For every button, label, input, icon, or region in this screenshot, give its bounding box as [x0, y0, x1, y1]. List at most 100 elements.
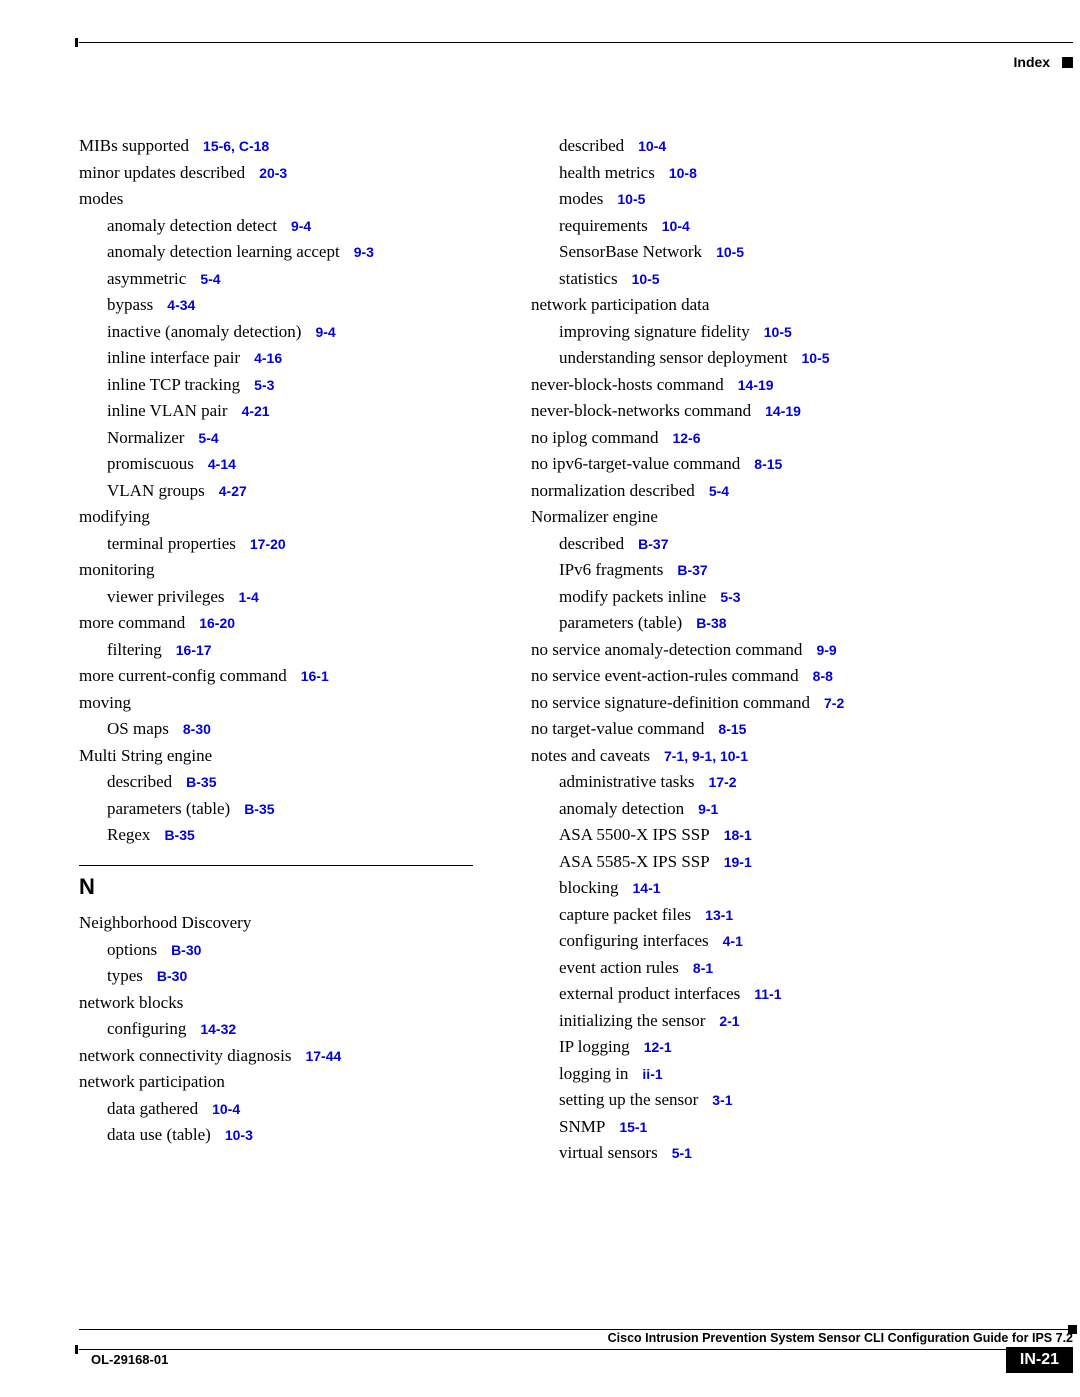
page-ref-link[interactable]: 17-20 [250, 536, 286, 552]
page-ref-link[interactable]: 5-4 [200, 271, 220, 287]
page-ref-link[interactable]: 4-14 [208, 456, 236, 472]
entry-text: described [559, 534, 624, 553]
entry-text: MIBs supported [79, 136, 189, 155]
index-entry: describedB-35 [79, 773, 483, 790]
page-ref-link[interactable]: 10-4 [662, 218, 690, 234]
page-ref-link[interactable]: 5-1 [672, 1145, 692, 1161]
index-entry: no service signature-definition command7… [531, 694, 935, 711]
page-ref-link[interactable]: 11-1 [754, 986, 781, 1002]
page-ref-link[interactable]: 2-1 [719, 1013, 739, 1029]
page-ref-link[interactable]: 17-2 [709, 774, 737, 790]
index-entry: IP logging12-1 [531, 1038, 935, 1055]
page-ref-link[interactable]: 3-1 [712, 1092, 732, 1108]
page-ref-link[interactable]: 4-16 [254, 350, 282, 366]
top-rule [79, 42, 1073, 43]
page-ref-link[interactable]: B-35 [164, 827, 194, 843]
index-entry: event action rules8-1 [531, 959, 935, 976]
entry-text: initializing the sensor [559, 1011, 705, 1030]
index-entry: never-block-hosts command14-19 [531, 376, 935, 393]
page-ref-link[interactable]: 10-4 [638, 138, 666, 154]
page-ref-link[interactable]: 19-1 [724, 854, 752, 870]
page-ref-link[interactable]: B-35 [244, 801, 274, 817]
page-ref-link[interactable]: B-37 [677, 562, 707, 578]
entry-text: inline interface pair [107, 348, 240, 367]
index-entry: inactive (anomaly detection)9-4 [79, 323, 483, 340]
index-entry: ASA 5500-X IPS SSP18-1 [531, 826, 935, 843]
index-entry: requirements10-4 [531, 217, 935, 234]
page-ref-link[interactable]: 14-19 [738, 377, 774, 393]
entry-text: blocking [559, 878, 619, 897]
entry-text: capture packet files [559, 905, 691, 924]
page-ref-link[interactable]: 8-1 [693, 960, 713, 976]
page-ref-link[interactable]: 14-32 [200, 1021, 236, 1037]
page-ref-link[interactable]: 10-5 [617, 191, 645, 207]
page-ref-link[interactable]: 7-2 [824, 695, 844, 711]
page-ref-link[interactable]: 4-21 [242, 403, 270, 419]
index-entry: Multi String engine [79, 747, 483, 764]
page-ref-link[interactable]: 9-9 [816, 642, 836, 658]
page-ref-link[interactable]: 8-15 [754, 456, 782, 472]
entry-text: described [559, 136, 624, 155]
page-ref-link[interactable]: 9-1 [698, 801, 718, 817]
entry-text: modify packets inline [559, 587, 706, 606]
page-ref-link[interactable]: 10-5 [716, 244, 744, 260]
page-ref-link[interactable]: 5-3 [254, 377, 274, 393]
entry-text: types [107, 966, 143, 985]
entry-text: modes [79, 189, 123, 208]
index-entry: optionsB-30 [79, 941, 483, 958]
page-ref-link[interactable]: 16-17 [176, 642, 212, 658]
page-ref-link[interactable]: 10-5 [632, 271, 660, 287]
page-ref-link[interactable]: 1-4 [239, 589, 259, 605]
index-entry: never-block-networks command14-19 [531, 402, 935, 419]
page-ref-link[interactable]: 15-1 [619, 1119, 647, 1135]
page-ref-link[interactable]: 10-4 [212, 1101, 240, 1117]
page-ref-link[interactable]: 5-4 [198, 430, 218, 446]
entry-text: monitoring [79, 560, 155, 579]
footer-doc-id: OL-29168-01 [91, 1352, 168, 1367]
page-ref-link[interactable]: 10-5 [802, 350, 830, 366]
page-ref-link[interactable]: ii-1 [642, 1066, 662, 1082]
footer-rule-2 [79, 1349, 1073, 1350]
index-entry: no ipv6-target-value command8-15 [531, 455, 935, 472]
page-ref-link[interactable]: B-38 [696, 615, 726, 631]
page-ref-link[interactable]: 14-1 [633, 880, 661, 896]
page-ref-link[interactable]: 8-15 [718, 721, 746, 737]
page-ref-link[interactable]: 20-3 [259, 165, 287, 181]
page-ref-link[interactable]: 5-4 [709, 483, 729, 499]
index-content: MIBs supported15-6, C-18minor updates de… [79, 137, 1073, 1171]
entry-text: promiscuous [107, 454, 194, 473]
page-ref-link[interactable]: 4-1 [723, 933, 743, 949]
page-ref-link[interactable]: 10-3 [225, 1127, 253, 1143]
page-ref-link[interactable]: 8-30 [183, 721, 211, 737]
page-ref-link[interactable]: B-30 [171, 942, 201, 958]
page-ref-link[interactable]: 8-8 [813, 668, 833, 684]
entry-text: no service anomaly-detection command [531, 640, 802, 659]
index-entry: types B-30 [79, 967, 483, 984]
index-entry: modes 10-5 [531, 190, 935, 207]
page-ref-link[interactable]: 9-4 [291, 218, 311, 234]
entry-text: modes [559, 189, 603, 208]
page-ref-link[interactable]: 14-19 [765, 403, 801, 419]
page-ref-link[interactable]: 7-1, 9-1, 10-1 [664, 748, 748, 764]
page-ref-link[interactable]: 10-5 [764, 324, 792, 340]
page-ref-link[interactable]: B-35 [186, 774, 216, 790]
page-ref-link[interactable]: 13-1 [705, 907, 733, 923]
page-ref-link[interactable]: 9-3 [354, 244, 374, 260]
page-ref-link[interactable]: 10-8 [669, 165, 697, 181]
page-ref-link[interactable]: 18-1 [724, 827, 752, 843]
page-ref-link[interactable]: 17-44 [305, 1048, 341, 1064]
page-ref-link[interactable]: 12-6 [672, 430, 700, 446]
page-ref-link[interactable]: 4-27 [219, 483, 247, 499]
page-ref-link[interactable]: B-30 [157, 968, 187, 984]
entry-text: Normalizer engine [531, 507, 658, 526]
page-ref-link[interactable]: 5-3 [720, 589, 740, 605]
index-entry: Neighborhood Discovery [79, 914, 483, 931]
page-ref-link[interactable]: 16-20 [199, 615, 235, 631]
page-ref-link[interactable]: 16-1 [301, 668, 329, 684]
page-ref-link[interactable]: 12-1 [644, 1039, 672, 1055]
page-ref-link[interactable]: 4-34 [167, 297, 195, 313]
page-ref-link[interactable]: B-37 [638, 536, 668, 552]
page-ref-link[interactable]: 15-6, C-18 [203, 138, 269, 154]
page-ref-link[interactable]: 9-4 [315, 324, 335, 340]
entry-text: anomaly detection detect [107, 216, 277, 235]
